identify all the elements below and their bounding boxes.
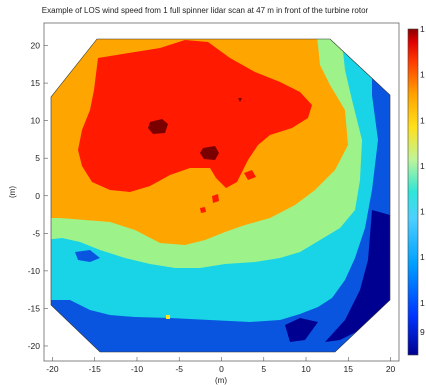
x-tick-label: 0: [219, 364, 224, 374]
y-tick-label: 10: [31, 116, 41, 126]
contour-island-2: [212, 194, 219, 203]
y-axis: 20 15 10 5 0 -5 -10 -15 -20: [28, 41, 48, 351]
chart-title: Example of LOS wind speed from 1 full sp…: [42, 6, 369, 15]
colorbar: [407, 28, 419, 356]
contour-blue-left: [75, 250, 100, 262]
x-tick-label: -5: [175, 364, 183, 374]
y-tick-label: -10: [28, 266, 41, 276]
colorbar-tick-label: 1: [420, 207, 425, 217]
x-tick-label: 5: [261, 364, 266, 374]
y-tick-label: 0: [35, 191, 40, 201]
contour-field: [51, 39, 390, 352]
x-tick-label: -20: [46, 364, 59, 374]
scan-boundary: [50, 38, 391, 353]
colorbar-tick-label: 1: [420, 115, 425, 125]
y-axis-label: (m): [8, 186, 17, 198]
contour-island-3: [200, 207, 206, 213]
x-tick-label: 15: [344, 364, 354, 374]
x-axis: -20 -15 -10 -5 0 5 10 15 20: [46, 357, 396, 374]
colorbar-tick-label: 1: [420, 298, 425, 308]
x-tick-label: -10: [131, 364, 144, 374]
colorbar-tick-label: 9: [420, 327, 425, 337]
x-tick-label: 10: [301, 364, 311, 374]
contour-red: [78, 40, 312, 192]
contour-navy-bottom: [285, 318, 318, 342]
y-tick-label: -20: [28, 341, 41, 351]
contour-peak-1: [148, 119, 168, 134]
x-tick-label: -15: [89, 364, 102, 374]
contour-island-1: [244, 170, 256, 180]
colorbar-ticks: 1 1 1 1 1 1 1 9: [420, 24, 425, 337]
colorbar-tick-label: 1: [420, 70, 425, 80]
colorbar-tick-label: 1: [420, 161, 425, 171]
contour-peak-2: [200, 146, 219, 160]
y-tick-label: -5: [32, 228, 40, 238]
y-tick-label: 20: [31, 41, 41, 51]
x-tick-label: 20: [386, 364, 396, 374]
y-tick-label: -15: [28, 303, 41, 313]
y-tick-label: 5: [35, 153, 40, 163]
contour-hole-1: [128, 67, 133, 72]
contour-hole-2: [238, 98, 242, 102]
colorbar-tick-label: 1: [420, 24, 425, 34]
x-axis-label: (m): [215, 376, 227, 385]
colorbar-tick-label: 1: [420, 252, 425, 262]
contour-blue-right: [325, 210, 390, 342]
contour-yellow-spot: [166, 315, 170, 319]
y-tick-label: 15: [31, 78, 41, 88]
